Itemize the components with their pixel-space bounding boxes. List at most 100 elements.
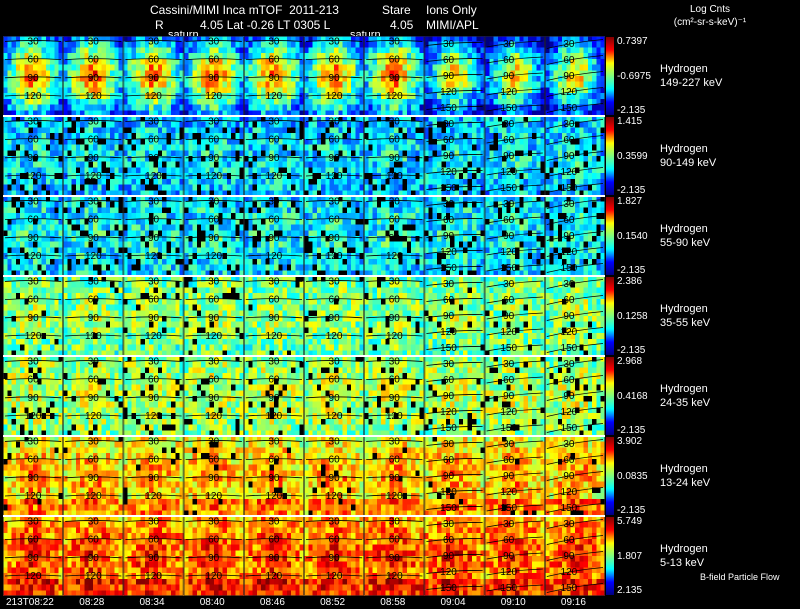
pitch-angle-label: 90 — [208, 313, 220, 324]
pitch-angle-label: 90 — [28, 393, 40, 404]
pitch-angle-contour — [546, 583, 604, 593]
pitch-angle-contour — [185, 440, 242, 442]
pitch-angle-contour — [366, 200, 423, 202]
pitch-angle-contour — [486, 312, 543, 320]
pitch-angle-contour — [366, 458, 423, 461]
pitch-angle-label: 120 — [145, 91, 162, 102]
intensity-image — [63, 276, 124, 356]
pitch-angle-contour — [486, 584, 543, 592]
intensity-image — [183, 276, 244, 356]
pitch-angle-label: 60 — [208, 295, 220, 306]
pitch-angle-contour — [305, 218, 363, 221]
pitch-angle-contour — [426, 122, 483, 126]
pitch-angle-label: 30 — [563, 199, 575, 210]
pitch-angle-contour — [486, 152, 543, 160]
pitch-angle-label: 60 — [148, 295, 160, 306]
pitch-angle-label: 30 — [268, 356, 280, 367]
pitch-angle-contour — [125, 200, 182, 202]
pitch-angle-contour — [305, 316, 363, 319]
pitch-angle-contour — [546, 87, 604, 97]
pitch-angle-contour — [426, 266, 483, 270]
pitch-angle-contour — [125, 414, 182, 417]
intensity-image — [243, 436, 304, 516]
pitch-angle-label: 30 — [268, 436, 280, 447]
pitch-angle-label: 90 — [389, 473, 401, 484]
pitch-angle-label: 120 — [440, 87, 457, 98]
pitch-angle-contour — [4, 396, 62, 399]
intensity-image — [63, 436, 124, 516]
pitch-angle-label: 120 — [500, 87, 517, 98]
pitch-angle-contour — [426, 410, 483, 414]
time-label: 213T08:22 — [6, 597, 54, 608]
pitch-angle-label: 30 — [443, 279, 455, 290]
pitch-angle-label: 60 — [563, 455, 575, 466]
pitch-angle-label: 90 — [563, 471, 575, 482]
pitch-angle-label: 120 — [326, 491, 343, 502]
pitch-angle-contour — [125, 236, 182, 239]
colorbar — [606, 37, 614, 115]
row-separator — [3, 435, 605, 437]
pitch-angle-contour — [305, 520, 363, 522]
pitch-angle-label: 30 — [503, 119, 515, 130]
pitch-angle-contour — [486, 264, 543, 272]
pitch-angle-label: 30 — [88, 436, 100, 447]
species-name: Hydrogen — [660, 63, 708, 75]
pitch-angle-label: 60 — [503, 295, 515, 306]
pitch-angle-label: 120 — [500, 167, 517, 178]
pitch-angle-label: 60 — [563, 375, 575, 386]
time-label: 09:16 — [560, 597, 586, 608]
intensity-image — [3, 436, 64, 516]
pitch-angle-contour — [185, 476, 242, 479]
pitch-angle-label: 90 — [389, 553, 401, 564]
pitch-angle-label: 90 — [329, 473, 341, 484]
intensity-image — [123, 436, 184, 516]
pitch-angle-label: 90 — [88, 153, 100, 164]
time-label: 08:58 — [380, 597, 406, 608]
pitch-angle-contour — [185, 458, 242, 461]
pitch-angle-contour — [486, 392, 543, 400]
pitch-angle-label: 120 — [386, 171, 403, 182]
pitch-angle-label: 120 — [85, 251, 102, 262]
colorbar-units: Log Cnts (cm²-sr-s-keV)⁻¹ — [655, 3, 765, 29]
pitch-angle-contour — [125, 218, 182, 221]
pitch-angle-label: 120 — [440, 407, 457, 418]
pitch-angle-contour — [125, 458, 182, 461]
pitch-angle-label: 30 — [88, 116, 100, 127]
pitch-angle-label: 30 — [148, 196, 160, 207]
pitch-angle-label: 150 — [440, 103, 457, 114]
intensity-image — [243, 356, 304, 436]
colorbar-max-label: 1.827 — [617, 196, 643, 207]
pitch-angle-contour — [426, 538, 483, 542]
intensity-image — [364, 196, 425, 276]
pitch-angle-label: 150 — [500, 423, 517, 434]
pitch-angle-label: 150 — [561, 423, 578, 434]
pitch-angle-label: 120 — [205, 571, 222, 582]
pitch-angle-contour — [486, 296, 543, 304]
pitch-angle-label: 30 — [329, 516, 341, 527]
intensity-image — [3, 276, 64, 356]
pitch-angle-contour — [245, 520, 303, 522]
intensity-image — [544, 276, 605, 356]
pitch-angle-contour — [4, 334, 62, 337]
pitch-angle-contour — [4, 236, 62, 239]
pitch-angle-label: 120 — [500, 247, 517, 258]
pitch-angle-contour — [486, 136, 543, 144]
pitch-angle-label: 60 — [208, 535, 220, 546]
pitch-angle-label: 120 — [85, 571, 102, 582]
species-name: Hydrogen — [660, 143, 708, 155]
pitch-angle-label: 30 — [148, 516, 160, 527]
pitch-angle-contour — [426, 458, 483, 462]
pitch-angle-contour — [305, 574, 363, 577]
pitch-angle-contour — [185, 520, 242, 522]
pitch-angle-label: 90 — [563, 231, 575, 242]
intensity-image — [243, 196, 304, 276]
energy-range: 90-149 keV — [660, 157, 717, 169]
intensity-image — [364, 116, 425, 196]
pitch-angle-contour — [486, 232, 543, 240]
intensity-image — [63, 36, 124, 116]
pitch-angle-contour — [366, 218, 423, 221]
colorbar-mid-label: 0.1258 — [617, 310, 648, 322]
pitch-angle-label: 60 — [329, 375, 341, 386]
pitch-angle-label: 150 — [561, 343, 578, 354]
pitch-angle-label: 60 — [88, 55, 100, 66]
